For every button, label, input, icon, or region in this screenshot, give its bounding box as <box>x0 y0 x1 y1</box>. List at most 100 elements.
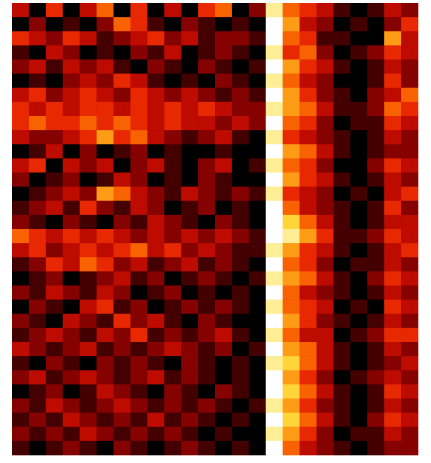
heatmap-cell <box>181 173 198 187</box>
heatmap-cell <box>198 271 215 285</box>
heatmap-cell <box>350 215 367 229</box>
heatmap-cell <box>384 31 401 45</box>
heatmap-cell <box>215 3 232 17</box>
heatmap-cell <box>249 31 266 45</box>
heatmap-cell <box>215 441 232 455</box>
heatmap-cell <box>130 45 147 59</box>
heatmap-cell <box>12 173 29 187</box>
heatmap-cell <box>63 102 80 116</box>
heatmap-cell <box>367 102 384 116</box>
heatmap-cell <box>29 328 46 342</box>
heatmap-cell <box>46 116 63 130</box>
heatmap-cell <box>198 356 215 370</box>
heatmap-cell <box>384 328 401 342</box>
heatmap-cell <box>181 342 198 356</box>
heatmap-cell <box>12 370 29 384</box>
heatmap-cell <box>130 271 147 285</box>
heatmap-cell <box>46 314 63 328</box>
heatmap-cell <box>114 173 131 187</box>
heatmap-cell <box>333 201 350 215</box>
heatmap-cell <box>114 158 131 172</box>
heatmap-cell <box>46 243 63 257</box>
heatmap-cell <box>147 286 164 300</box>
heatmap-cell <box>384 102 401 116</box>
heatmap-cell <box>46 31 63 45</box>
heatmap-cell <box>283 271 300 285</box>
heatmap-cell <box>283 45 300 59</box>
heatmap-cell <box>283 102 300 116</box>
heatmap-cell <box>232 271 249 285</box>
heatmap-cell <box>333 271 350 285</box>
heatmap-cell <box>198 300 215 314</box>
heatmap-cell <box>384 17 401 31</box>
heatmap-cell <box>367 3 384 17</box>
heatmap-cell <box>266 413 283 427</box>
heatmap-cell <box>401 158 418 172</box>
heatmap-cell <box>333 243 350 257</box>
heatmap-cell <box>333 286 350 300</box>
heatmap-cell <box>63 3 80 17</box>
heatmap-cell <box>181 201 198 215</box>
heatmap-cell <box>147 271 164 285</box>
heatmap-cell <box>317 201 334 215</box>
heatmap-cell <box>249 300 266 314</box>
heatmap-cell <box>97 60 114 74</box>
heatmap-cell <box>29 257 46 271</box>
heatmap-cell <box>300 271 317 285</box>
heatmap-cell <box>215 413 232 427</box>
heatmap-cell <box>350 187 367 201</box>
heatmap-cell <box>401 399 418 413</box>
heatmap-cell <box>333 116 350 130</box>
heatmap-cell <box>232 229 249 243</box>
heatmap-cell <box>29 201 46 215</box>
heatmap-cell <box>384 243 401 257</box>
heatmap-cell <box>350 342 367 356</box>
heatmap-cell <box>266 300 283 314</box>
heatmap-cell <box>215 370 232 384</box>
heatmap-cell <box>63 158 80 172</box>
heatmap-cell <box>350 328 367 342</box>
heatmap-cell <box>181 102 198 116</box>
heatmap-cell <box>266 441 283 455</box>
heatmap-cell <box>249 342 266 356</box>
heatmap-cell <box>46 271 63 285</box>
heatmap-cell <box>317 384 334 398</box>
heatmap-cell <box>164 201 181 215</box>
heatmap-cell <box>130 17 147 31</box>
heatmap-cell <box>147 60 164 74</box>
heatmap-cell <box>80 399 97 413</box>
heatmap-cell <box>80 328 97 342</box>
heatmap-cell <box>300 356 317 370</box>
heatmap-cell <box>300 441 317 455</box>
heatmap-cell <box>198 399 215 413</box>
heatmap-cell <box>384 342 401 356</box>
heatmap-cell <box>97 229 114 243</box>
heatmap-cell <box>147 130 164 144</box>
heatmap-cell <box>63 427 80 441</box>
heatmap-cell <box>401 187 418 201</box>
heatmap-cell <box>12 314 29 328</box>
heatmap-cell <box>63 441 80 455</box>
heatmap-cell <box>164 144 181 158</box>
heatmap-cell <box>215 243 232 257</box>
heatmap-cell <box>215 187 232 201</box>
heatmap-cell <box>46 384 63 398</box>
heatmap-cell <box>300 399 317 413</box>
heatmap-cell <box>300 257 317 271</box>
heatmap-cell <box>198 17 215 31</box>
heatmap-cell <box>80 116 97 130</box>
heatmap-cell <box>350 300 367 314</box>
heatmap-cell <box>80 201 97 215</box>
heatmap-cell <box>350 243 367 257</box>
heatmap-cell <box>130 201 147 215</box>
heatmap-cell <box>114 314 131 328</box>
heatmap-cell <box>114 328 131 342</box>
heatmap-cell <box>114 3 131 17</box>
heatmap-cell <box>46 130 63 144</box>
heatmap-cell <box>317 74 334 88</box>
heatmap-cell <box>401 173 418 187</box>
heatmap-cell <box>350 271 367 285</box>
heatmap-cell <box>198 243 215 257</box>
heatmap-cell <box>367 243 384 257</box>
heatmap-cell <box>283 356 300 370</box>
